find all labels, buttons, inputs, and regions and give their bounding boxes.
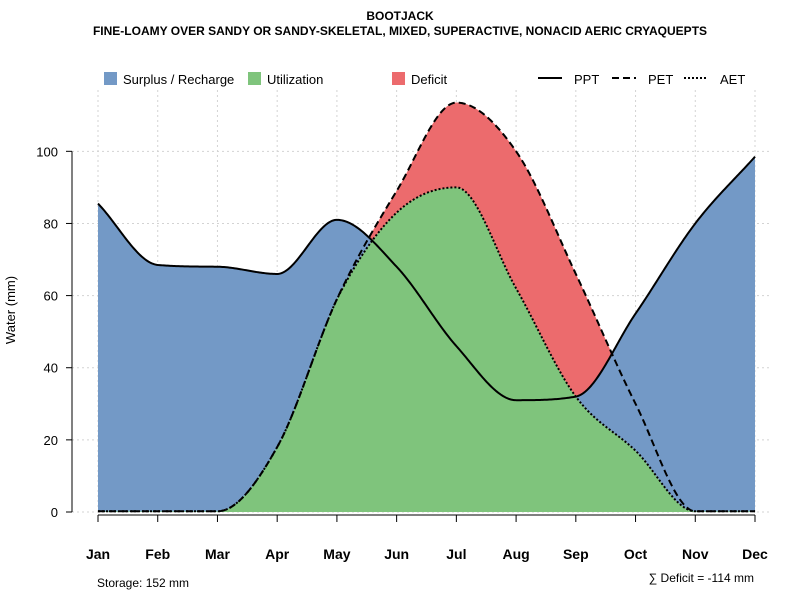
x-tick-label-dec: Dec — [742, 546, 768, 562]
x-tick-label-may: May — [323, 546, 350, 562]
legend-swatch-utilization — [248, 72, 261, 85]
legend-label-utilization: Utilization — [267, 72, 323, 87]
x-tick-label-feb: Feb — [145, 546, 170, 562]
legend-label-pet: PET — [648, 72, 673, 87]
legend-swatch-deficit — [392, 72, 405, 85]
x-tick-label-nov: Nov — [682, 546, 709, 562]
legend-label-ppt: PPT — [574, 72, 599, 87]
series-lines — [97, 101, 756, 513]
x-tick-label-jun: Jun — [384, 546, 409, 562]
utilization-area — [98, 187, 755, 512]
y-axis-label: Water (mm) — [3, 276, 18, 344]
y-tick-label: 40 — [44, 361, 58, 376]
deficit-annotation: ∑ Deficit = -114 mm — [649, 571, 754, 585]
y-tick-label: 60 — [44, 289, 58, 304]
y-tick-label: 20 — [44, 433, 58, 448]
x-tick-label-apr: Apr — [265, 546, 290, 562]
surplus-over-aet-area — [98, 156, 755, 512]
y-tick-label: 100 — [36, 144, 58, 159]
chart-title: BOOTJACK — [366, 9, 434, 23]
aet-line — [98, 186, 755, 513]
pet-line — [98, 101, 755, 513]
chart-subtitle: FINE-LOAMY OVER SANDY OR SANDY-SKELETAL,… — [92, 24, 708, 38]
axes: 0 20 40 60 80 100 Jan Feb Mar Apr May Jun Jul Aug Sep O… — [36, 144, 768, 562]
y-tick-label: 80 — [44, 216, 58, 231]
x-tick-label-mar: Mar — [205, 546, 230, 562]
x-tick-label-jul: Jul — [446, 546, 466, 562]
legend-label-surplus: Surplus / Recharge — [123, 72, 234, 87]
x-tick-label-jan: Jan — [86, 546, 110, 562]
x-tick-label-aug: Aug — [502, 546, 529, 562]
area-fills — [98, 102, 755, 513]
legend-swatch-surplus — [104, 72, 117, 85]
x-tick-label-sep: Sep — [563, 546, 589, 562]
deficit-over-ppt-area — [98, 102, 755, 512]
legend: Surplus / Recharge Utilization Deficit PPT P… — [104, 72, 745, 87]
y-tick-label: 0 — [51, 505, 58, 520]
x-tick-label-oct: Oct — [624, 546, 648, 562]
storage-annotation: Storage: 152 mm — [97, 576, 189, 590]
ppt-line — [97, 156, 756, 402]
legend-label-aet: AET — [720, 72, 745, 87]
legend-label-deficit: Deficit — [411, 72, 448, 87]
